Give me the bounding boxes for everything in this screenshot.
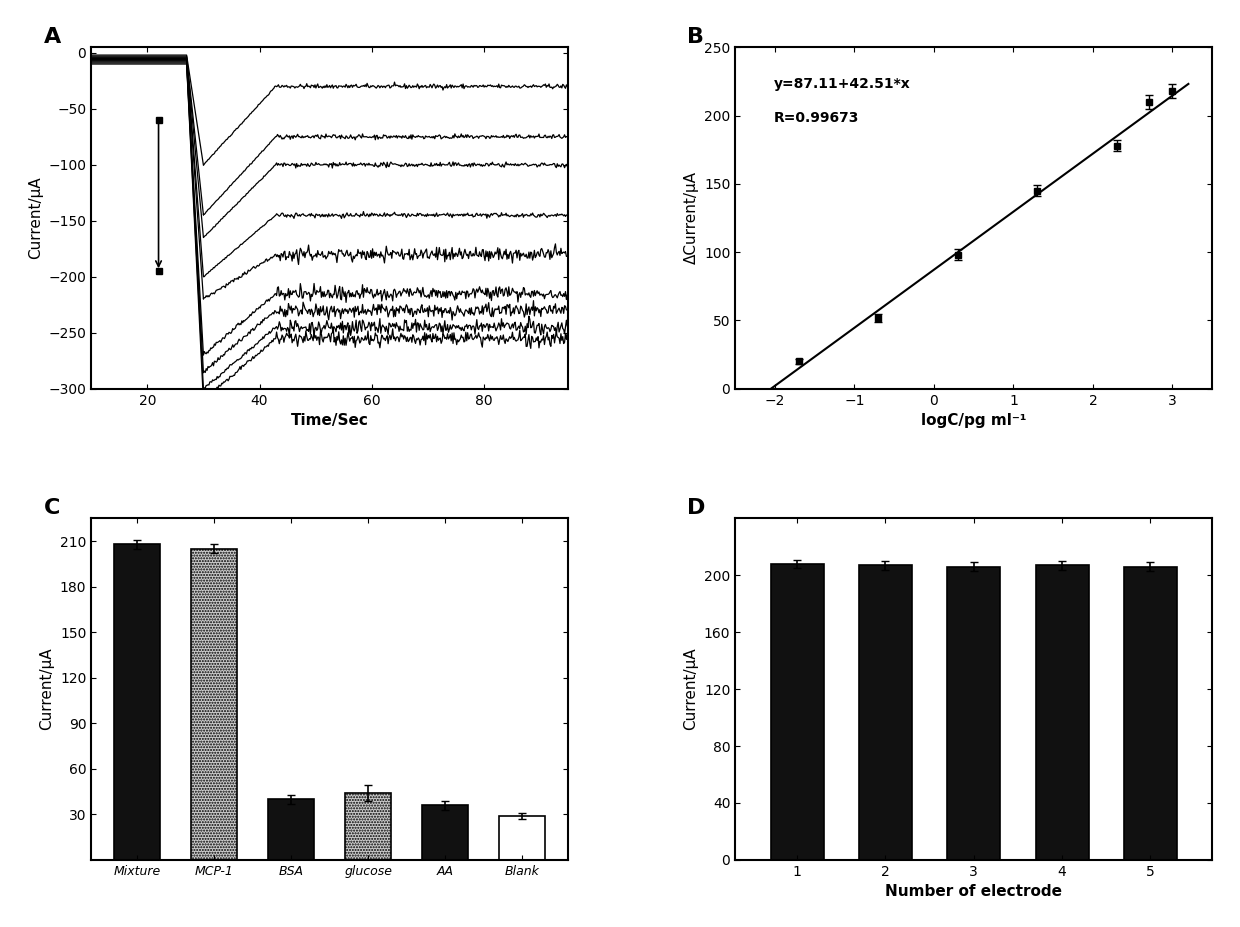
Bar [268, 799, 314, 860]
X-axis label: logC/pg ml⁻¹: logC/pg ml⁻¹ [921, 413, 1027, 428]
Text: A: A [43, 27, 61, 46]
Bar [191, 549, 237, 860]
X-axis label: Number of electrode: Number of electrode [885, 884, 1063, 899]
Bar [1035, 565, 1089, 860]
Bar [345, 793, 392, 860]
Text: C: C [43, 498, 60, 518]
Bar [498, 816, 546, 860]
Bar [114, 544, 160, 860]
Bar [859, 565, 911, 860]
Bar [770, 564, 823, 860]
X-axis label: Time/Sec: Time/Sec [290, 413, 368, 428]
Bar [1123, 566, 1177, 860]
Y-axis label: Current/μA: Current/μA [40, 648, 55, 730]
Y-axis label: ΔCurrent/μA: ΔCurrent/μA [683, 171, 698, 264]
Bar [947, 566, 1001, 860]
Y-axis label: Current/μA: Current/μA [27, 177, 42, 260]
Text: B: B [687, 27, 704, 46]
Text: D: D [687, 498, 706, 518]
Text: R=0.99673: R=0.99673 [774, 111, 859, 125]
Bar [422, 806, 469, 860]
Text: y=87.11+42.51*x: y=87.11+42.51*x [774, 77, 910, 91]
Y-axis label: Current/μA: Current/μA [683, 648, 698, 730]
